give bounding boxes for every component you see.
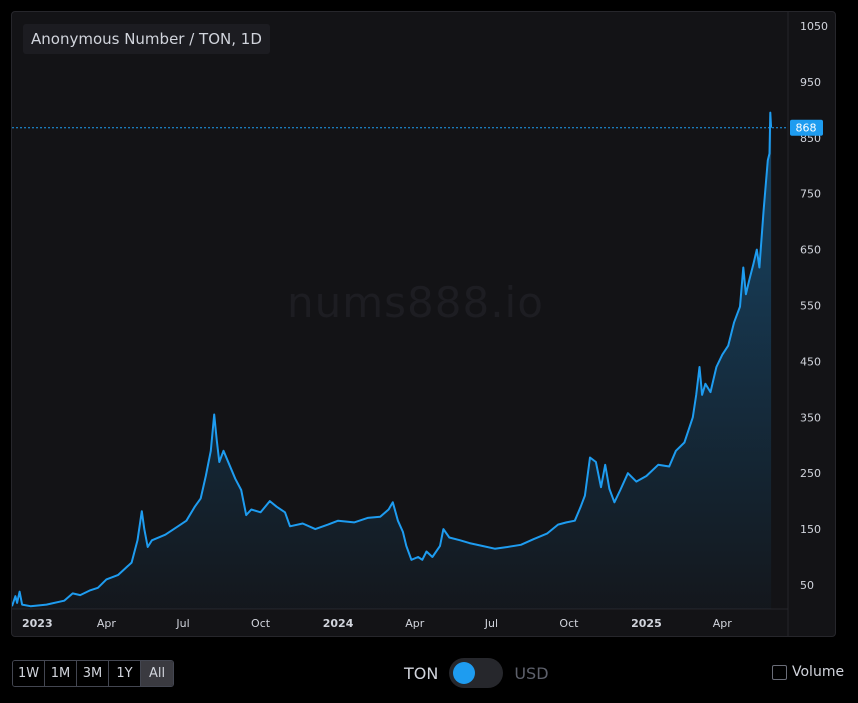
- y-tick-label: 1050: [800, 20, 828, 33]
- volume-toggle[interactable]: Volume: [772, 664, 844, 680]
- currency-label-ton[interactable]: TON: [404, 663, 439, 683]
- y-tick-label: 950: [800, 76, 821, 89]
- currency-toggle: TON USD: [404, 657, 549, 689]
- y-tick-label: 150: [800, 523, 821, 536]
- y-tick-label: 50: [800, 579, 814, 592]
- price-chart[interactable]: 5015025035045055065075085095010508682023…: [12, 12, 836, 637]
- range-button-1y[interactable]: 1Y: [109, 661, 141, 686]
- x-tick-label: Apr: [97, 617, 117, 630]
- range-button-all[interactable]: All: [141, 661, 173, 686]
- last-price-label-bg: [790, 119, 823, 136]
- series-line: [12, 111, 773, 608]
- y-tick-label: 450: [800, 355, 821, 368]
- x-tick-label: Apr: [405, 617, 425, 630]
- last-price-label: 868: [796, 122, 817, 135]
- x-tick-label: 2023: [22, 617, 53, 630]
- y-tick-label: 750: [800, 188, 821, 201]
- y-tick-label: 350: [800, 411, 821, 424]
- y-tick-label: 650: [800, 244, 821, 257]
- range-button-1w[interactable]: 1W: [13, 661, 45, 686]
- chart-legend: Anonymous Number / TON, 1D: [23, 24, 270, 54]
- series-area: [12, 112, 772, 609]
- range-button-1m[interactable]: 1M: [45, 661, 77, 686]
- y-tick-label: 550: [800, 300, 821, 313]
- x-tick-label: Apr: [713, 617, 733, 630]
- x-tick-label: Oct: [251, 617, 271, 630]
- x-tick-label: Oct: [559, 617, 579, 630]
- chart-panel[interactable]: 50 150 250 350 450 550 650 750 850 950 1050 868 2023…: [11, 11, 836, 637]
- currency-label-usd[interactable]: USD: [514, 663, 549, 683]
- x-tick-label: 2025: [631, 617, 662, 630]
- range-selector: 1W 1M 3M 1Y All: [12, 660, 174, 687]
- volume-label: Volume: [792, 664, 845, 680]
- range-button-3m[interactable]: 3M: [77, 661, 109, 686]
- volume-checkbox[interactable]: [772, 664, 787, 680]
- watermark: nums888.io: [287, 278, 544, 327]
- y-tick-label: 250: [800, 467, 821, 480]
- x-tick-label: Jul: [175, 617, 189, 630]
- x-tick-label: 2024: [323, 617, 354, 630]
- x-tick-label: Jul: [484, 617, 498, 630]
- currency-switch[interactable]: [449, 658, 504, 688]
- switch-knob: [453, 662, 476, 684]
